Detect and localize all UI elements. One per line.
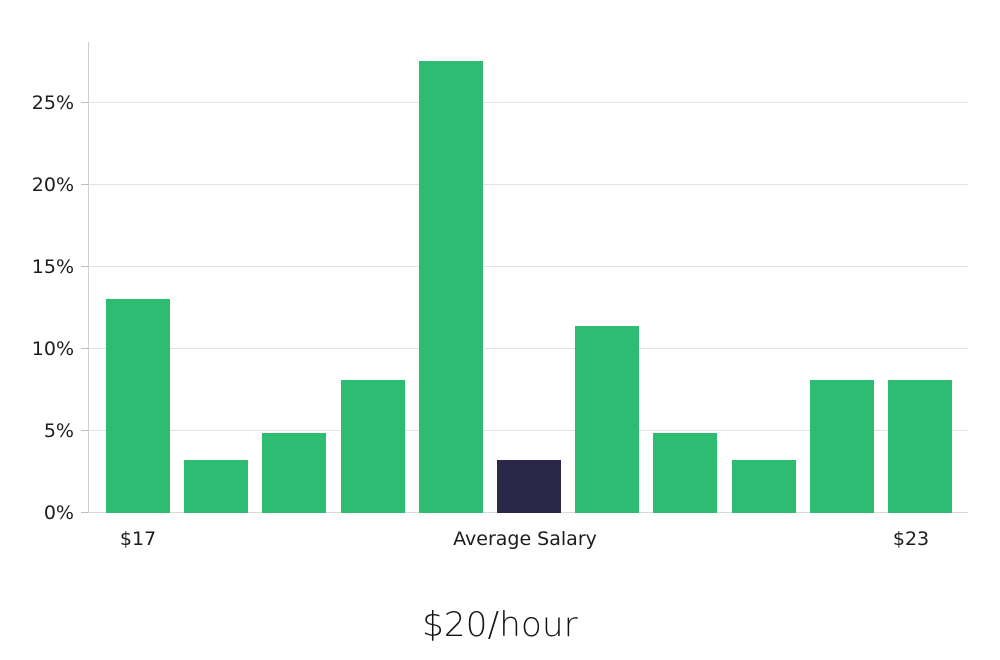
- x-tick-label-left: $17: [119, 528, 157, 550]
- y-tick-mark-20: [81, 184, 88, 185]
- gridline-25: [88, 102, 968, 103]
- y-axis-spine: [88, 42, 89, 513]
- y-tick-mark-15: [81, 266, 88, 267]
- bar[interactable]: [731, 460, 796, 513]
- bar-highlighted[interactable]: [497, 460, 561, 513]
- bar[interactable]: [418, 60, 483, 513]
- bar[interactable]: [888, 379, 952, 513]
- y-tick-mark-5: [81, 430, 88, 431]
- x-tick-label-right: $23: [892, 528, 930, 550]
- x-tick-label-center: Average Salary: [453, 528, 597, 550]
- chart-title: $20/hour: [422, 605, 578, 645]
- y-tick-label-15: 15%: [31, 256, 74, 278]
- bar[interactable]: [106, 299, 170, 513]
- gridline-5: [88, 430, 968, 431]
- y-tick-label-10: 10%: [31, 338, 74, 360]
- y-tick-label-20: 20%: [31, 174, 74, 196]
- bar[interactable]: [262, 433, 327, 513]
- y-tick-label-0: 0%: [43, 502, 74, 524]
- bar[interactable]: [340, 379, 405, 513]
- bar[interactable]: [184, 460, 249, 513]
- bar[interactable]: [653, 433, 718, 513]
- y-tick-mark-0: [81, 512, 88, 513]
- bar[interactable]: [575, 326, 640, 513]
- y-tick-mark-25: [81, 102, 88, 103]
- bar[interactable]: [809, 379, 874, 513]
- y-tick-label-5: 5%: [43, 420, 74, 442]
- gridline-10: [88, 348, 968, 349]
- gridline-15: [88, 266, 968, 267]
- y-tick-mark-10: [81, 348, 88, 349]
- gridline-20: [88, 184, 968, 185]
- y-tick-label-25: 25%: [31, 92, 74, 114]
